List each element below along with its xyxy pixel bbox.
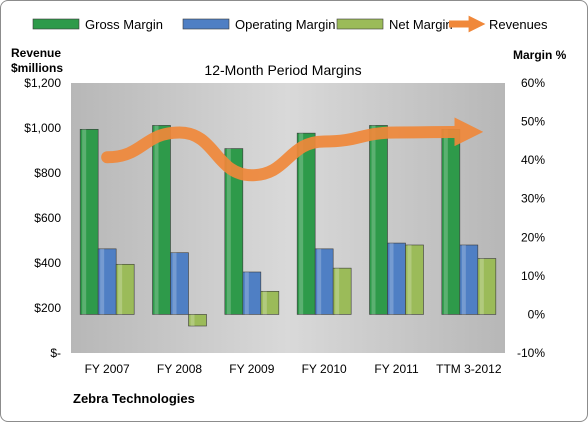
- bar-highlight-2-1: [190, 314, 195, 326]
- right-tick-label: 60%: [521, 76, 545, 90]
- right-axis-title: Margin %: [513, 48, 567, 62]
- legend-label-net-margin: Net Margin: [389, 17, 453, 32]
- right-tick-label: 40%: [521, 153, 545, 167]
- plot-area: [71, 83, 505, 353]
- bar-highlight-1-3: [317, 248, 322, 315]
- right-tick-label: 0%: [528, 307, 546, 321]
- left-tick-label: $600: [34, 211, 61, 225]
- bar-highlight-0-1: [154, 125, 159, 315]
- bar-highlight-0-5: [443, 129, 448, 315]
- left-tick-label: $1,000: [24, 121, 61, 135]
- category-label: FY 2008: [157, 362, 202, 376]
- bar-highlight-1-1: [172, 252, 177, 315]
- bar-net-margin-1: [188, 314, 207, 327]
- bar-highlight-1-2: [244, 272, 249, 315]
- category-label: FY 2007: [85, 362, 130, 376]
- right-tick-label: 50%: [521, 115, 545, 129]
- bar-net-margin-5: [477, 258, 497, 315]
- left-tick-label: $1,200: [24, 76, 61, 90]
- bar-net-margin-4: [405, 244, 424, 315]
- legend-swatch-operating-margin: [182, 18, 230, 30]
- legend-swatch-net-margin: [336, 18, 384, 30]
- bar-gross-margin-1: [152, 125, 171, 315]
- left-tick-label: $-: [50, 346, 61, 360]
- bar-highlight-2-4: [407, 245, 412, 315]
- category-label: FY 2010: [302, 362, 347, 376]
- right-tick-label: -10%: [517, 346, 545, 360]
- bar-highlight-0-4: [371, 125, 376, 315]
- legend-label-revenues: Revenues: [489, 17, 548, 32]
- revenues-arrow: [101, 117, 484, 182]
- bar-highlight-2-3: [335, 268, 340, 315]
- left-axis-title-line2: $millions: [11, 61, 63, 75]
- chart-title: 12-Month Period Margins: [204, 62, 361, 78]
- left-tick-label: $400: [34, 256, 61, 270]
- company-name: Zebra Technologies: [73, 391, 195, 406]
- legend: Gross Margin Operating Margin Net Margin Re…: [32, 15, 548, 33]
- bar-highlight-1-5: [461, 245, 466, 315]
- bar-highlight-2-0: [118, 264, 123, 315]
- bar-gross-margin-3: [296, 132, 316, 315]
- category-label: TTM 3-2012: [436, 362, 502, 376]
- bar-highlight-0-2: [226, 148, 231, 315]
- right-tick-label: 20%: [521, 230, 545, 244]
- bar-highlight-0-3: [299, 133, 304, 315]
- bar-highlight-0-0: [82, 129, 87, 315]
- chart-axes: $- $200 $400 $600 $800 $1,000 $1,200 -10% 0% 10% 2…: [24, 76, 545, 376]
- bar-gross-margin-2: [224, 148, 244, 315]
- category-label: FY 2011: [374, 362, 419, 376]
- bar-net-margin-2: [260, 290, 280, 315]
- bar-highlight-1-0: [100, 248, 105, 315]
- chart-marks: [79, 117, 497, 327]
- left-tick-label: $200: [34, 301, 61, 315]
- bar-gross-margin-0: [79, 128, 99, 315]
- right-tick-label: 30%: [521, 192, 545, 206]
- left-tick-label: $800: [34, 166, 61, 180]
- bar-highlight-2-2: [262, 291, 267, 315]
- legend-swatch-gross-margin: [32, 18, 80, 30]
- bar-highlight-1-4: [389, 243, 394, 315]
- bar-gross-margin-4: [369, 125, 388, 315]
- legend-label-gross-margin: Gross Margin: [85, 17, 163, 32]
- bar-net-margin-3: [332, 267, 352, 315]
- bar-net-margin-0: [115, 263, 135, 315]
- category-label: FY 2009: [229, 362, 274, 376]
- bar-highlight-2-5: [479, 258, 484, 315]
- right-tick-label: 10%: [521, 269, 545, 283]
- bar-operating-margin-1: [170, 252, 189, 315]
- legend-label-operating-margin: Operating Margin: [235, 17, 335, 32]
- left-axis-title-line1: Revenue: [11, 46, 61, 60]
